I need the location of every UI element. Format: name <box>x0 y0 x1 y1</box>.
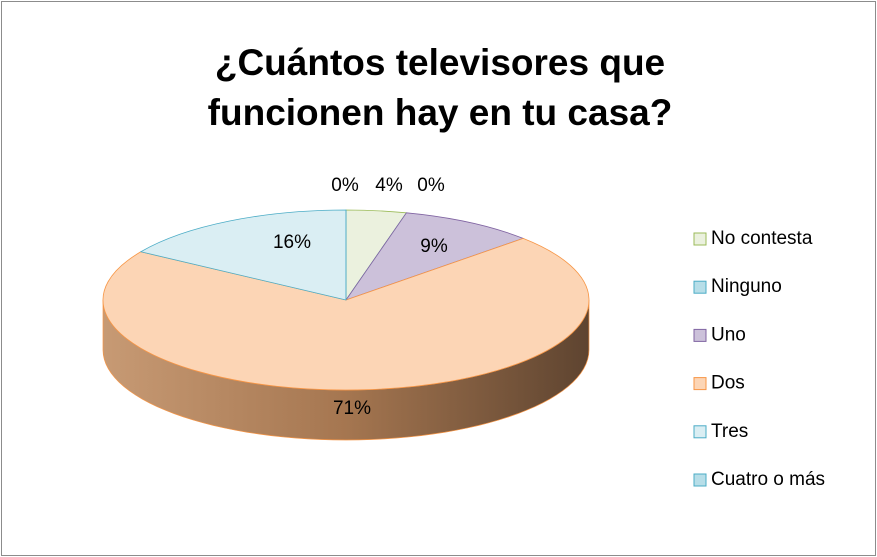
legend-label: Cuatro o más <box>711 469 825 490</box>
legend-label: Dos <box>711 373 745 394</box>
pie-slice <box>102 237 590 391</box>
legend-label: No contesta <box>711 228 813 249</box>
legend-swatch <box>693 280 707 294</box>
legend-swatch <box>693 232 707 246</box>
chart-title: ¿Cuántos televisores que funcionen hay e… <box>207 42 673 133</box>
legend-swatch <box>693 473 707 487</box>
pie-slice <box>344 212 525 301</box>
data-label: 71% <box>333 398 371 419</box>
legend-label: Tres <box>711 421 748 442</box>
data-label: 16% <box>273 232 311 253</box>
data-label: 4% <box>375 175 403 196</box>
legend-label: Uno <box>711 324 746 345</box>
legend-swatch <box>693 328 707 342</box>
legend-label: Ninguno <box>711 276 782 297</box>
legend-swatch <box>693 377 707 391</box>
data-label: 0% <box>417 175 445 196</box>
legend-swatch <box>693 425 707 439</box>
data-label: 9% <box>420 236 448 257</box>
data-label: 0% <box>331 175 359 196</box>
pie-slice <box>139 209 347 301</box>
